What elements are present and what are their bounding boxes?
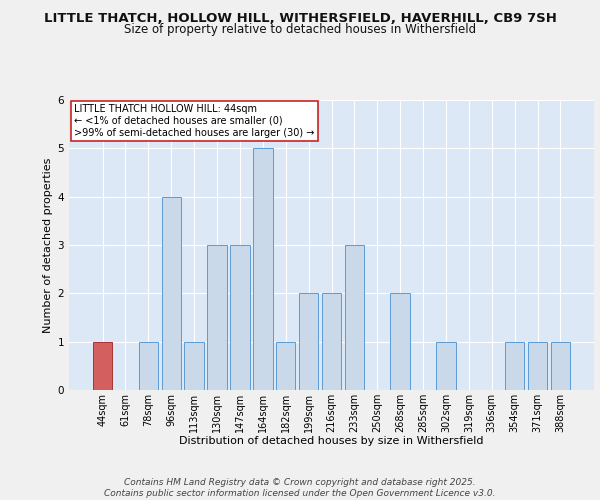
Bar <box>299 294 319 390</box>
Bar <box>93 342 112 390</box>
Bar <box>208 245 227 390</box>
Bar <box>551 342 570 390</box>
Bar <box>161 196 181 390</box>
Text: LITTLE THATCH HOLLOW HILL: 44sqm
← <1% of detached houses are smaller (0)
>99% o: LITTLE THATCH HOLLOW HILL: 44sqm ← <1% o… <box>74 104 314 138</box>
Bar <box>230 245 250 390</box>
Bar <box>344 245 364 390</box>
Bar <box>436 342 455 390</box>
Bar <box>391 294 410 390</box>
Bar <box>276 342 295 390</box>
Y-axis label: Number of detached properties: Number of detached properties <box>43 158 53 332</box>
Text: LITTLE THATCH, HOLLOW HILL, WITHERSFIELD, HAVERHILL, CB9 7SH: LITTLE THATCH, HOLLOW HILL, WITHERSFIELD… <box>44 12 556 26</box>
Bar <box>322 294 341 390</box>
Bar <box>139 342 158 390</box>
Bar <box>253 148 272 390</box>
Bar <box>184 342 204 390</box>
X-axis label: Distribution of detached houses by size in Withersfield: Distribution of detached houses by size … <box>179 436 484 446</box>
Text: Size of property relative to detached houses in Withersfield: Size of property relative to detached ho… <box>124 22 476 36</box>
Text: Contains HM Land Registry data © Crown copyright and database right 2025.
Contai: Contains HM Land Registry data © Crown c… <box>104 478 496 498</box>
Bar <box>505 342 524 390</box>
Bar <box>528 342 547 390</box>
